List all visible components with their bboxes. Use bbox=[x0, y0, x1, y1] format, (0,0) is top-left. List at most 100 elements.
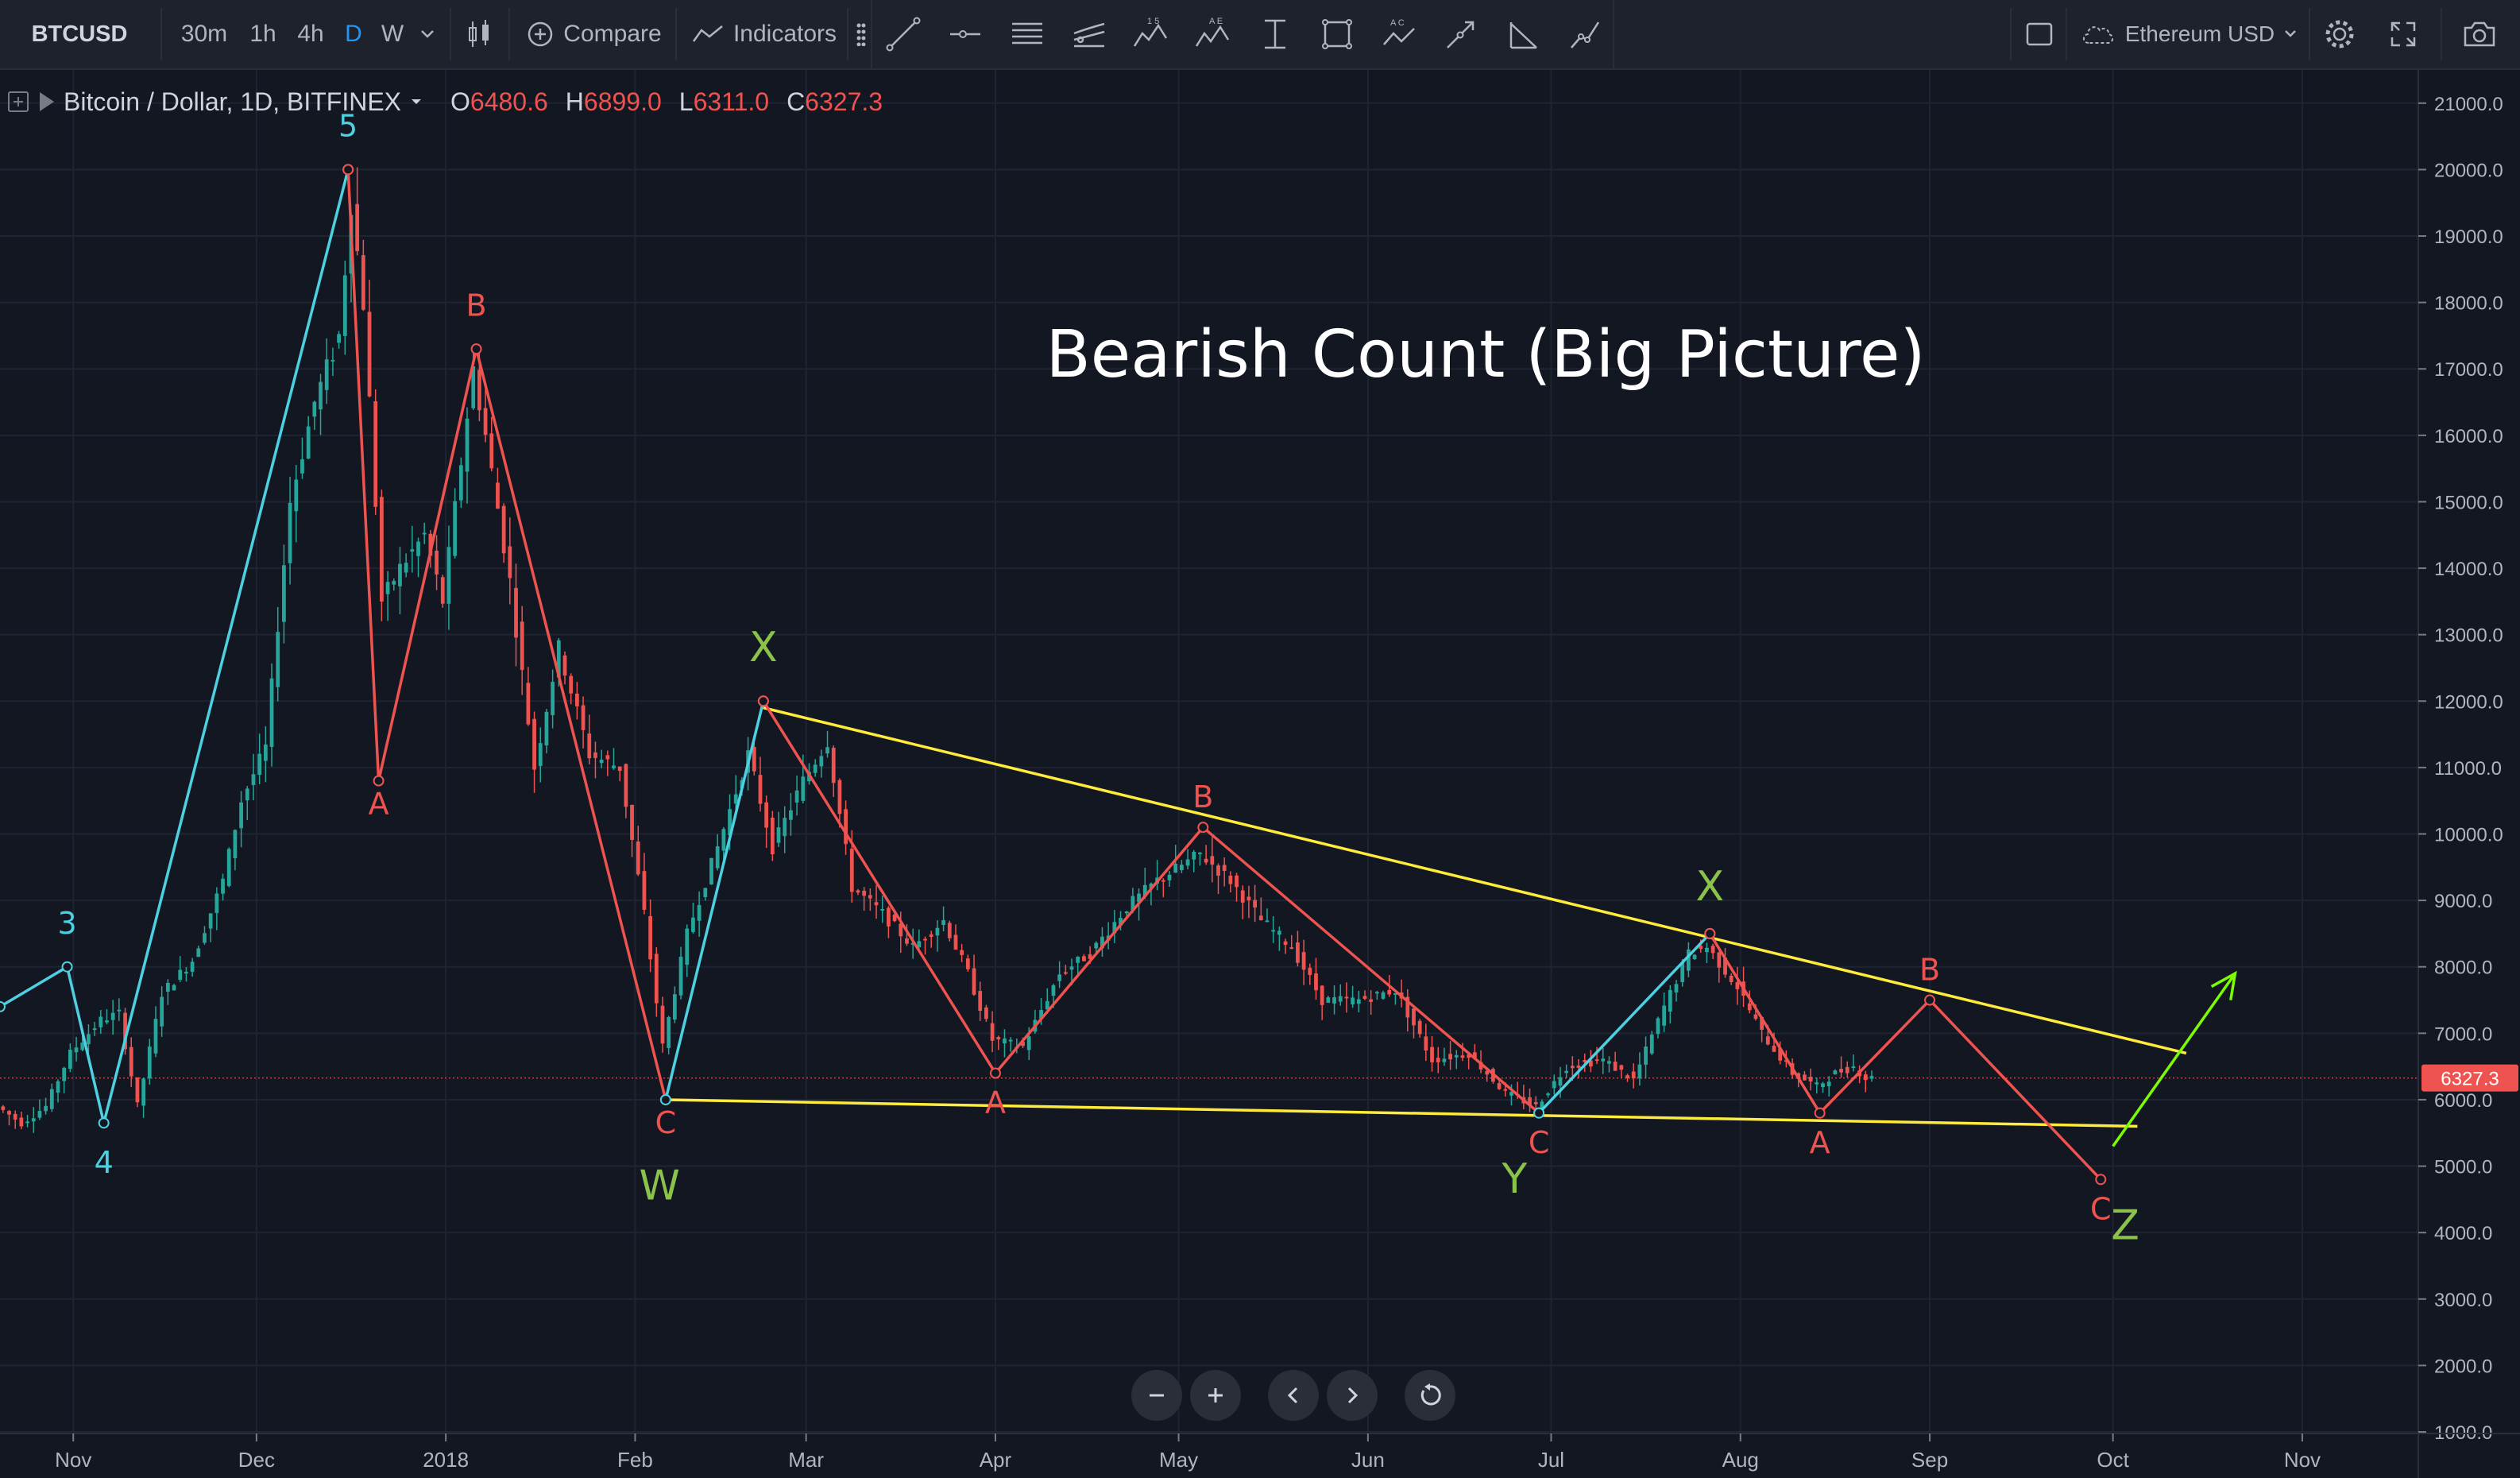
candle-body bbox=[1723, 958, 1727, 975]
candle-body bbox=[282, 565, 286, 622]
candle-body bbox=[569, 675, 574, 694]
high-label: H bbox=[565, 87, 584, 116]
compare-symbol-selector[interactable]: Ethereum USD bbox=[2074, 0, 2304, 68]
caret-down-icon[interactable] bbox=[409, 96, 423, 107]
time-tick-label: May bbox=[1159, 1448, 1198, 1472]
candle-body bbox=[1314, 973, 1318, 991]
scroll-right-button[interactable] bbox=[1327, 1370, 1378, 1421]
chevron-down-icon bbox=[421, 30, 434, 38]
interval-4h[interactable]: 4h bbox=[297, 21, 324, 47]
candle-body bbox=[1289, 947, 1294, 950]
parallel-channel-tool[interactable] bbox=[996, 0, 1058, 68]
candle-body bbox=[1003, 1038, 1007, 1044]
candle-body bbox=[1296, 942, 1300, 963]
price-tick-label: 18000.0 bbox=[2434, 293, 2503, 315]
elliott-correction-tool[interactable]: A E bbox=[1182, 0, 1244, 68]
symbol-search[interactable]: BTCUSD bbox=[31, 21, 128, 47]
candle-body bbox=[1472, 1052, 1477, 1058]
reset-chart-button[interactable] bbox=[1405, 1370, 1455, 1421]
scroll-left-button[interactable] bbox=[1268, 1370, 1319, 1421]
candle-body bbox=[1301, 952, 1306, 970]
candle-body bbox=[1637, 1064, 1642, 1079]
price-tick-label: 2000.0 bbox=[2434, 1356, 2492, 1377]
candle-body bbox=[1344, 996, 1349, 999]
candle-body bbox=[226, 849, 231, 886]
layout-button[interactable] bbox=[2015, 0, 2064, 68]
candle-body bbox=[1235, 875, 1239, 888]
abc-pattern-tool[interactable]: A C bbox=[1368, 0, 1430, 68]
elliott-impulse-tool[interactable]: 1 5 bbox=[1120, 0, 1182, 68]
candle-body bbox=[1430, 1047, 1434, 1062]
settings-button[interactable] bbox=[2313, 0, 2366, 68]
candle-body bbox=[422, 532, 427, 535]
candle-body bbox=[1063, 972, 1068, 974]
legend-collapse-icon[interactable] bbox=[8, 91, 29, 112]
wave-point bbox=[1814, 1107, 1826, 1119]
snapshot-button[interactable] bbox=[2447, 0, 2512, 68]
candle-body bbox=[1179, 865, 1184, 871]
candle-body bbox=[276, 632, 280, 687]
candle-body bbox=[1320, 985, 1324, 1005]
arrow-tool[interactable] bbox=[1430, 0, 1492, 68]
wave-arrow-head bbox=[2210, 970, 2237, 1000]
path-tool[interactable] bbox=[1554, 0, 1616, 68]
last-price-label: 6327.3 bbox=[2441, 1069, 2499, 1090]
interval-1d[interactable]: D bbox=[345, 21, 362, 47]
candle-body bbox=[1405, 996, 1410, 1018]
drag-handle[interactable] bbox=[850, 0, 872, 68]
compare-button[interactable]: Compare bbox=[515, 0, 674, 68]
fib-retracement-tool[interactable] bbox=[1058, 0, 1120, 68]
candle-body bbox=[1100, 936, 1104, 949]
candle-body bbox=[880, 909, 885, 911]
candle-body bbox=[556, 640, 561, 678]
indicators-button[interactable]: Indicators bbox=[682, 0, 847, 68]
candle-body bbox=[1142, 884, 1147, 897]
candle-body bbox=[74, 1047, 79, 1053]
candle-body bbox=[324, 359, 329, 390]
candle-body bbox=[1662, 1005, 1667, 1026]
interval-dropdown[interactable] bbox=[413, 0, 442, 68]
interval-1w[interactable]: W bbox=[381, 21, 404, 47]
candle-body bbox=[667, 1016, 671, 1048]
time-tick-label: Sep bbox=[1911, 1448, 1948, 1472]
camera-icon bbox=[2464, 21, 2495, 47]
candles-icon bbox=[469, 20, 489, 47]
price-range-tool[interactable] bbox=[1244, 0, 1306, 68]
price-tick-label: 12000.0 bbox=[2434, 691, 2503, 713]
interval-1h[interactable]: 1h bbox=[249, 21, 276, 47]
rectangle-icon bbox=[1322, 19, 1352, 49]
candle-body bbox=[532, 718, 536, 770]
fan-tool[interactable] bbox=[1492, 0, 1554, 68]
abc-pattern-icon: A C bbox=[1383, 18, 1415, 45]
candle-body bbox=[1747, 1003, 1752, 1011]
fullscreen-button[interactable] bbox=[2377, 0, 2429, 68]
trend-line-tool[interactable] bbox=[872, 0, 934, 68]
candle-body bbox=[910, 942, 915, 945]
chart-style-button[interactable] bbox=[454, 0, 504, 68]
candle-body bbox=[1265, 920, 1270, 923]
time-tick-label: Oct bbox=[2097, 1448, 2129, 1472]
price-tick-label: 9000.0 bbox=[2434, 891, 2492, 912]
rectangle-tool[interactable] bbox=[1306, 0, 1368, 68]
candle-body bbox=[56, 1081, 60, 1093]
candle-body bbox=[428, 533, 433, 556]
candle-body bbox=[978, 991, 983, 1012]
candle-body bbox=[612, 765, 616, 768]
candle-body bbox=[941, 919, 945, 926]
zoom-in-button[interactable] bbox=[1190, 1370, 1241, 1421]
wave-line bbox=[2112, 973, 2236, 1147]
candle-body bbox=[44, 1105, 48, 1112]
candle-body bbox=[1735, 982, 1740, 989]
candle-body bbox=[1381, 992, 1386, 999]
candle-body bbox=[1619, 1065, 1624, 1070]
wave-point bbox=[61, 961, 73, 973]
candle-body bbox=[1069, 966, 1074, 970]
candle-body bbox=[1210, 856, 1215, 865]
legend-title[interactable]: Bitcoin / Dollar, 1D, BITFINEX bbox=[64, 87, 402, 116]
zoom-out-button[interactable] bbox=[1131, 1370, 1182, 1421]
interval-30m[interactable]: 30m bbox=[180, 21, 228, 47]
candle-body bbox=[630, 804, 634, 840]
horizontal-ray-tool[interactable] bbox=[934, 0, 996, 68]
price-range-icon bbox=[1265, 19, 1285, 49]
